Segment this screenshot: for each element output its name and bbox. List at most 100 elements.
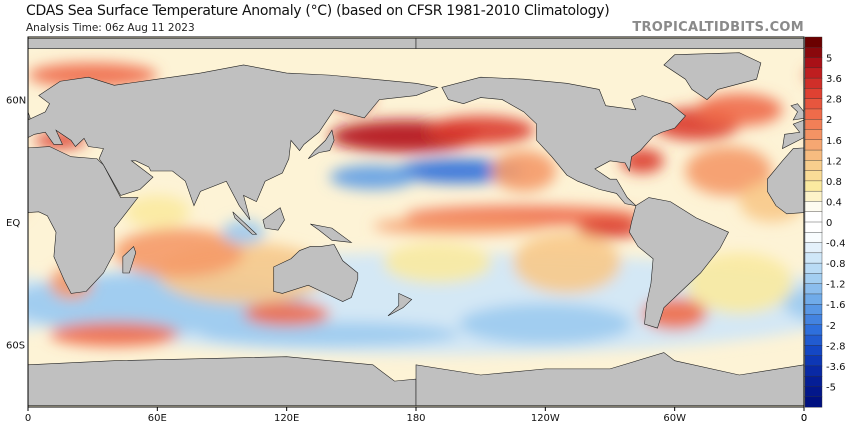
colorbar-bin [804, 160, 823, 172]
anomaly-region [372, 217, 546, 235]
land-nz [387, 292, 413, 317]
colorbar-label: -1.2 [826, 280, 846, 291]
anomaly-region [243, 301, 330, 327]
colorbar-bin [804, 180, 823, 192]
lon-label: 120E [274, 413, 299, 424]
colorbar-bin [804, 232, 823, 244]
colorbar-bin [804, 47, 823, 59]
colorbar-bin [804, 252, 823, 264]
colorbar-bin [804, 211, 823, 223]
anomaly-region [696, 93, 783, 127]
colorbar-label: 2 [826, 115, 832, 126]
colorbar-bin [804, 129, 823, 141]
colorbar-label: 5 [826, 54, 832, 65]
colorbar-bin [804, 396, 823, 408]
colorbar-bin [804, 324, 823, 336]
anomaly-region [0, 181, 28, 222]
colorbar-bin [804, 314, 823, 326]
lon-label: 60E [148, 413, 167, 424]
colorbar-bin [804, 283, 823, 295]
lon-label: 0 [801, 413, 807, 424]
land-masses [28, 38, 804, 406]
colorbar: 5 3.6 2.8 2 1.6 1.2 0.8 0.4 0 -0.4 -0.8 -1.2 -1.6 -2 -… [801, 36, 846, 424]
colorbar-bin [804, 375, 823, 387]
lat-label: EQ [6, 218, 20, 229]
brand-watermark: TROPICALTIDBITS.COM [632, 20, 804, 35]
colorbar-label: -0.8 [826, 259, 846, 270]
colorbar-bin [804, 221, 823, 233]
colorbar-bin [804, 201, 823, 213]
colorbar-bin [804, 334, 823, 346]
colorbar-bin [804, 242, 823, 254]
colorbar-label: 2.8 [826, 95, 842, 106]
anomaly-region [394, 158, 524, 184]
land-antarctica [415, 352, 804, 406]
lon-label: 60W [663, 413, 686, 424]
anomaly-region [426, 115, 535, 145]
anomaly-region [221, 219, 266, 245]
anomaly-region [329, 164, 417, 190]
land-arctic [415, 38, 804, 49]
anomaly-region [200, 321, 460, 347]
map-title: CDAS Sea Surface Temperature Anomaly (°C… [26, 3, 610, 19]
colorbar-label: 0 [826, 218, 832, 229]
colorbar-bin [804, 149, 823, 161]
colorbar-label: 1.2 [826, 156, 842, 167]
colorbar-label: -5 [826, 382, 836, 393]
anomaly-region [685, 252, 794, 314]
colorbar-bin [804, 190, 823, 202]
land-namerica [441, 76, 686, 207]
land-newguinea [310, 223, 353, 243]
colorbar-bin [804, 345, 823, 357]
land-greenland [663, 52, 762, 100]
lon-label: 120W [531, 413, 560, 424]
land-eurasia [28, 64, 439, 221]
colorbar-bin [804, 67, 823, 79]
colorbar-label: 3.6 [826, 74, 842, 85]
anomaly-region [491, 150, 557, 192]
colorbar-label: -2.8 [826, 341, 846, 352]
analysis-time: Analysis Time: 06z Aug 11 2023 [26, 22, 195, 34]
colorbar-bin [804, 119, 823, 130]
land-eurasia [782, 119, 804, 150]
colorbar-bin [804, 139, 823, 151]
colorbar-bin [804, 108, 823, 120]
land-arctic [28, 38, 417, 49]
colorbar-label: -3.6 [826, 362, 846, 373]
anomaly-region [685, 146, 772, 196]
anomaly-region [0, 253, 17, 314]
anomaly-region [114, 228, 244, 278]
land-japan [307, 129, 335, 160]
land-samerica [629, 197, 729, 329]
lat-label: 60N [6, 96, 26, 107]
colorbar-label: -2 [826, 321, 836, 332]
colorbar-label: 0.4 [826, 197, 842, 208]
colorbar-bin [804, 293, 823, 305]
anomaly-region [49, 321, 179, 347]
colorbar-bin [804, 36, 823, 48]
land-sumatra [232, 211, 258, 235]
anomaly-region [124, 195, 190, 229]
colorbar-bin [804, 98, 823, 110]
colorbar-bin [804, 57, 823, 69]
colorbar-bottom-label: 0 [801, 413, 807, 424]
colorbar-label: 0.8 [826, 177, 842, 188]
land-antarctica [28, 356, 417, 406]
anomaly-region [383, 242, 492, 284]
colorbar-bin [804, 170, 823, 182]
axes: 60N EQ 60S 0 60E 120E 180 120W 60W 0 [6, 96, 807, 424]
colorbar-bin [804, 365, 823, 377]
anomaly-region [512, 232, 621, 294]
land-borneo [262, 207, 285, 231]
lon-label: 0 [25, 413, 31, 424]
colorbar-label: -0.4 [826, 239, 846, 250]
colorbar-bin [804, 77, 823, 89]
colorbar-bin [804, 273, 823, 285]
colorbar-bin [804, 355, 823, 367]
land-australia [273, 244, 359, 302]
colorbar-label: 1.6 [826, 136, 842, 147]
land-africa [767, 147, 804, 215]
land-uk [790, 103, 804, 121]
land-uk [28, 111, 31, 119]
